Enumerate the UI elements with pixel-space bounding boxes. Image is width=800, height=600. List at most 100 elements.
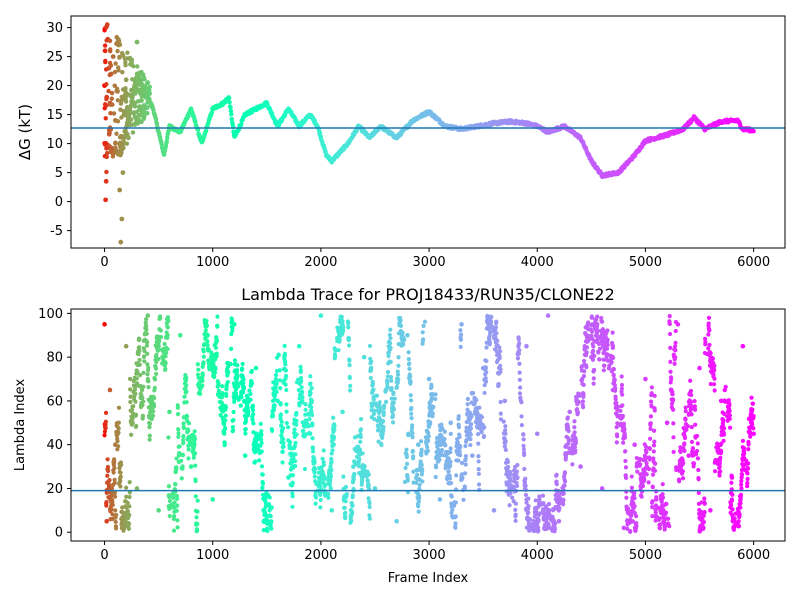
- lambda-point: [625, 526, 630, 531]
- lambda-point: [601, 357, 606, 362]
- lambda-point: [408, 379, 413, 385]
- lambda-point: [313, 495, 319, 500]
- lambda-point: [214, 351, 219, 356]
- lambda-point: [184, 389, 189, 394]
- lambda-point: [692, 399, 697, 404]
- lambda-point: [328, 464, 333, 469]
- lambda-point: [347, 362, 352, 368]
- lambda-point: [446, 469, 451, 474]
- lambda-point: [159, 334, 164, 340]
- lambda-point: [552, 526, 558, 531]
- lambda-point: [378, 408, 383, 413]
- lambda-point: [578, 464, 583, 469]
- lambda-point: [140, 403, 145, 408]
- lambda-point: [458, 332, 464, 337]
- lambda-point: [648, 426, 653, 431]
- delta-g-point: [117, 187, 123, 193]
- lambda-point: [414, 472, 420, 477]
- lambda-point: [425, 445, 430, 450]
- delta-g-point: [103, 116, 108, 121]
- lambda-point: [300, 389, 305, 394]
- lambda-point: [565, 415, 570, 420]
- lambda-point: [388, 375, 394, 380]
- lambda-point: [652, 408, 657, 413]
- lambda-point: [284, 373, 289, 379]
- lambda-point: [310, 446, 315, 451]
- lambda-point: [352, 471, 357, 477]
- delta-g-point: [142, 103, 147, 108]
- lambda-point: [440, 452, 445, 458]
- lambda-point: [102, 433, 107, 438]
- lambda-point: [307, 423, 312, 429]
- lambda-point: [447, 476, 453, 481]
- lambda-point: [682, 435, 688, 441]
- lambda-point: [619, 382, 625, 388]
- lambda-point: [167, 498, 173, 504]
- lambda-point: [448, 449, 453, 455]
- lambda-point: [577, 393, 582, 398]
- y-tick-label: 15: [46, 108, 63, 123]
- lambda-point: [366, 496, 371, 501]
- lambda-point: [728, 503, 734, 508]
- lambda-point: [290, 494, 295, 499]
- lambda-point: [689, 439, 695, 445]
- lambda-point: [592, 353, 597, 358]
- lambda-point: [339, 314, 344, 319]
- lambda-point: [554, 472, 559, 477]
- lambda-point: [652, 468, 658, 473]
- lambda-point: [200, 373, 205, 378]
- lambda-point: [487, 334, 492, 339]
- lambda-point: [337, 337, 342, 342]
- lambda-point: [678, 449, 683, 455]
- lambda-point: [497, 356, 502, 361]
- lambda-point: [419, 453, 424, 458]
- lambda-point: [693, 422, 698, 427]
- lambda-point: [250, 408, 256, 413]
- lambda-point: [147, 425, 152, 430]
- lambda-point: [102, 429, 107, 434]
- lambda-point: [634, 523, 639, 529]
- lambda-point: [491, 508, 497, 513]
- lambda-point: [175, 503, 180, 508]
- lambda-point: [302, 466, 308, 472]
- lambda-point: [404, 447, 409, 452]
- lambda-point: [581, 392, 586, 397]
- lambda-point: [505, 459, 511, 464]
- lambda-point: [140, 395, 145, 400]
- lambda-point: [648, 414, 654, 419]
- lambda-point: [453, 525, 458, 530]
- delta-g-point: [142, 84, 148, 89]
- lambda-point: [517, 370, 522, 375]
- lambda-point: [103, 422, 108, 428]
- lambda-point: [277, 378, 283, 383]
- lambda-point: [442, 429, 447, 434]
- lambda-point: [344, 491, 349, 497]
- lambda-panel: Lambda Trace for PROJ18433/RUN35/CLONE22…: [13, 285, 786, 586]
- lambda-point: [278, 412, 284, 417]
- lambda-point: [410, 423, 415, 428]
- lambda-point: [410, 449, 415, 454]
- lambda-point: [230, 428, 236, 433]
- lambda-point: [329, 459, 334, 464]
- lambda-point: [459, 472, 464, 477]
- lambda-point: [248, 397, 253, 402]
- lambda-point: [231, 417, 236, 423]
- lambda-point: [604, 346, 610, 351]
- lambda-point: [688, 378, 693, 383]
- lambda-point: [381, 428, 386, 433]
- lambda-point: [674, 467, 679, 472]
- lambda-point: [729, 480, 734, 485]
- delta-g-point: [159, 142, 164, 147]
- lambda-point: [387, 332, 392, 338]
- lambda-point: [175, 518, 180, 523]
- delta-g-point: [113, 141, 118, 146]
- lambda-point: [381, 419, 386, 424]
- delta-g-point: [126, 106, 131, 111]
- lambda-point: [718, 455, 723, 460]
- lambda-point: [346, 321, 351, 326]
- lambda-point: [146, 365, 151, 370]
- lambda-point: [519, 400, 524, 405]
- lambda-point: [155, 334, 161, 339]
- lambda-point: [722, 411, 727, 417]
- lambda-point: [534, 431, 540, 437]
